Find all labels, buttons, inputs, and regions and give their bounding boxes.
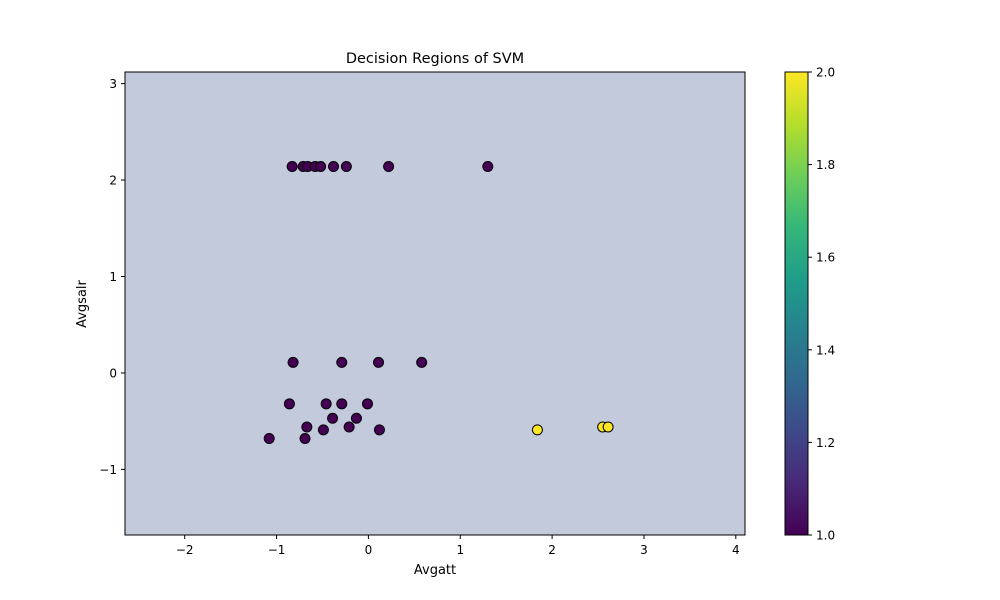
colorbar-ticks: 1.0 1.2 1.4 1.6 1.8 2.0 bbox=[808, 66, 835, 543]
data-point-class-1 bbox=[350, 412, 362, 424]
data-point-class-2 bbox=[531, 424, 543, 436]
data-point-class-1 bbox=[327, 412, 339, 424]
x-tick-label: −1 bbox=[268, 543, 286, 557]
colorbar-tick-label: 1.4 bbox=[816, 343, 835, 357]
data-point-class-1 bbox=[340, 161, 352, 173]
y-tick-label: −1 bbox=[99, 463, 117, 477]
colorbar-tick-label: 1.2 bbox=[816, 436, 835, 450]
data-point-class-1 bbox=[343, 421, 355, 433]
data-point-class-1 bbox=[283, 398, 295, 410]
y-tick-label: 1 bbox=[109, 270, 117, 284]
colorbar-gradient bbox=[785, 72, 808, 535]
chart-title: Decision Regions of SVM bbox=[346, 51, 524, 67]
data-point-class-1 bbox=[317, 424, 329, 436]
data-point-class-1 bbox=[287, 356, 299, 368]
data-point-class-1 bbox=[383, 161, 395, 173]
data-point-class-1 bbox=[263, 433, 275, 445]
x-tick-label: 4 bbox=[732, 543, 740, 557]
data-point-class-1 bbox=[328, 161, 340, 173]
colorbar-tick-label: 1.6 bbox=[816, 251, 835, 265]
plot-area bbox=[124, 71, 746, 536]
data-point-class-2 bbox=[602, 421, 614, 433]
y-axis: −1 0 1 2 3 bbox=[99, 77, 125, 477]
data-point-class-1 bbox=[286, 161, 298, 173]
x-tick-label: 1 bbox=[456, 543, 464, 557]
colorbar-tick-label: 2.0 bbox=[816, 66, 835, 80]
plot-frame bbox=[124, 71, 746, 536]
colorbar-tick-label: 1.8 bbox=[816, 158, 835, 172]
colorbar: 1.0 1.2 1.4 1.6 1.8 2.0 bbox=[784, 66, 835, 543]
y-tick-label: 0 bbox=[109, 366, 117, 380]
colorbar-frame bbox=[784, 71, 809, 536]
y-tick-label: 3 bbox=[109, 77, 117, 91]
x-tick-label: 3 bbox=[640, 543, 648, 557]
data-point-class-1 bbox=[320, 398, 332, 410]
data-point-class-1 bbox=[301, 421, 313, 433]
points-layer bbox=[263, 161, 614, 445]
x-tick-label: 0 bbox=[365, 543, 373, 557]
x-axis: −2 −1 0 1 2 3 4 bbox=[176, 535, 740, 557]
data-point-class-1 bbox=[361, 398, 373, 410]
data-point-class-1 bbox=[482, 161, 494, 173]
x-tick-label: 2 bbox=[548, 543, 556, 557]
x-tick-label: −2 bbox=[176, 543, 194, 557]
data-point-class-1 bbox=[336, 356, 348, 368]
data-point-class-1 bbox=[373, 356, 385, 368]
data-point-class-1 bbox=[373, 424, 385, 436]
y-axis-label: Avgsalr bbox=[75, 279, 90, 327]
data-point-class-1 bbox=[416, 356, 428, 368]
data-point-class-1 bbox=[299, 433, 311, 445]
colorbar-tick-label: 1.0 bbox=[816, 529, 835, 543]
data-point-class-1 bbox=[315, 161, 327, 173]
x-axis-label: Avgatt bbox=[414, 563, 456, 578]
decision-region bbox=[125, 72, 745, 535]
data-point-class-1 bbox=[336, 398, 348, 410]
y-tick-label: 2 bbox=[109, 174, 117, 188]
